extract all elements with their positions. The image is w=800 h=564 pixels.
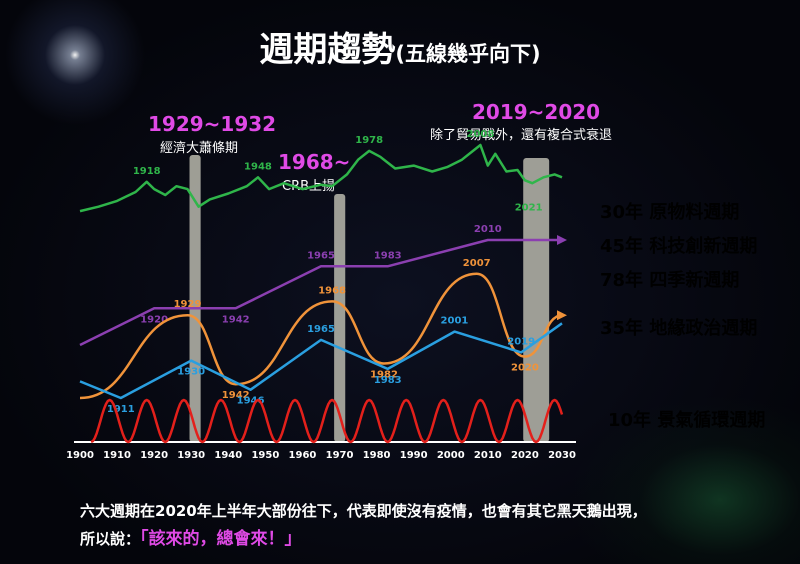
title-main: 週期趨勢 <box>259 30 396 70</box>
legend-10yr: 10年 景氣循環週期 <box>608 410 766 431</box>
series-1-label-2010: 2010 <box>474 224 502 235</box>
x-tick-1910: 1910 <box>103 450 131 461</box>
x-tick-1920: 1920 <box>140 450 168 461</box>
series-3-label-1946: 1946 <box>237 396 265 407</box>
series-3-label-2019: 2019 <box>507 336 535 347</box>
header-1968: 1968~ <box>278 150 351 174</box>
legend-78yr: 78年 四季新週期 <box>600 270 740 291</box>
shaded-period-2 <box>523 158 550 442</box>
x-tick-2010: 2010 <box>474 450 502 461</box>
shaded-period-1 <box>334 194 346 442</box>
series-line-2 <box>79 272 567 400</box>
series-2-label-1942: 1942 <box>222 390 250 401</box>
series-2-label-2007: 2007 <box>463 258 491 269</box>
x-tick-2000: 2000 <box>437 450 465 461</box>
footer-line2: 所以說：「該來的，總會來！」 <box>80 524 302 549</box>
series-1-label-1965: 1965 <box>307 250 335 261</box>
series-3-label-2001: 2001 <box>441 316 469 327</box>
series-2-label-1968: 1968 <box>318 285 346 296</box>
x-tick-2030: 2030 <box>548 450 576 461</box>
legend-35yr: 35年 地緣政治週期 <box>600 318 758 339</box>
series-2-label-2020: 2020 <box>511 363 539 374</box>
legend-30yr: 30年 原物料週期 <box>600 202 740 223</box>
series-1-label-1983: 1983 <box>374 250 402 261</box>
footer-line1: 六大週期在2020年上半年大部份往下，代表即使沒有疫情，也會有其它黑天鵝出現， <box>80 502 647 520</box>
series-3-label-1930: 1930 <box>177 367 205 378</box>
series-3-label-1983: 1983 <box>374 375 402 386</box>
x-tick-1900: 1900 <box>66 450 94 461</box>
series-line-4 <box>90 398 564 444</box>
series-1-label-1942: 1942 <box>222 314 250 325</box>
header-1929-note: 經濟大蕭條期 <box>160 141 239 156</box>
series-3-label-1965: 1965 <box>307 324 335 335</box>
x-tick-1990: 1990 <box>400 450 428 461</box>
title-sub: (五線幾乎向下) <box>395 42 541 66</box>
shaded-period-0 <box>189 155 201 442</box>
footer-prefix: 所以說： <box>80 530 141 548</box>
series-0-label-2008: 2008 <box>467 129 495 140</box>
x-tick-1960: 1960 <box>289 450 317 461</box>
x-tick-1980: 1980 <box>363 450 391 461</box>
legend-45yr: 45年 科技創新週期 <box>600 236 758 257</box>
series-1-label-1920: 1920 <box>140 314 168 325</box>
series-2-label-1982: 1982 <box>370 370 398 381</box>
footer-highlight: 「該來的，總會來！」 <box>140 529 302 549</box>
x-tick-1930: 1930 <box>177 450 205 461</box>
x-tick-1940: 1940 <box>214 450 242 461</box>
x-tick-1950: 1950 <box>251 450 279 461</box>
x-tick-1970: 1970 <box>326 450 354 461</box>
header-2019-note: 除了貿易戰外，還有複合式衰退 <box>430 128 613 143</box>
chart-title: 週期趨勢(五線幾乎向下) <box>0 22 800 71</box>
series-0-label-1978: 1978 <box>355 135 383 146</box>
series-line-0 <box>79 143 563 213</box>
series-3-label-1911: 1911 <box>107 404 135 415</box>
series-2-label-1929: 1929 <box>174 299 202 310</box>
series-0-label-1948: 1948 <box>244 161 272 172</box>
series-0-label-1918: 1918 <box>133 166 161 177</box>
x-tick-2020: 2020 <box>511 450 539 461</box>
header-1929: 1929~1932 <box>148 112 277 136</box>
series-0-label-2021: 2021 <box>515 203 543 214</box>
series-line-1 <box>79 235 567 347</box>
series-line-3 <box>79 322 563 400</box>
header-2019: 2019~2020 <box>472 100 601 124</box>
